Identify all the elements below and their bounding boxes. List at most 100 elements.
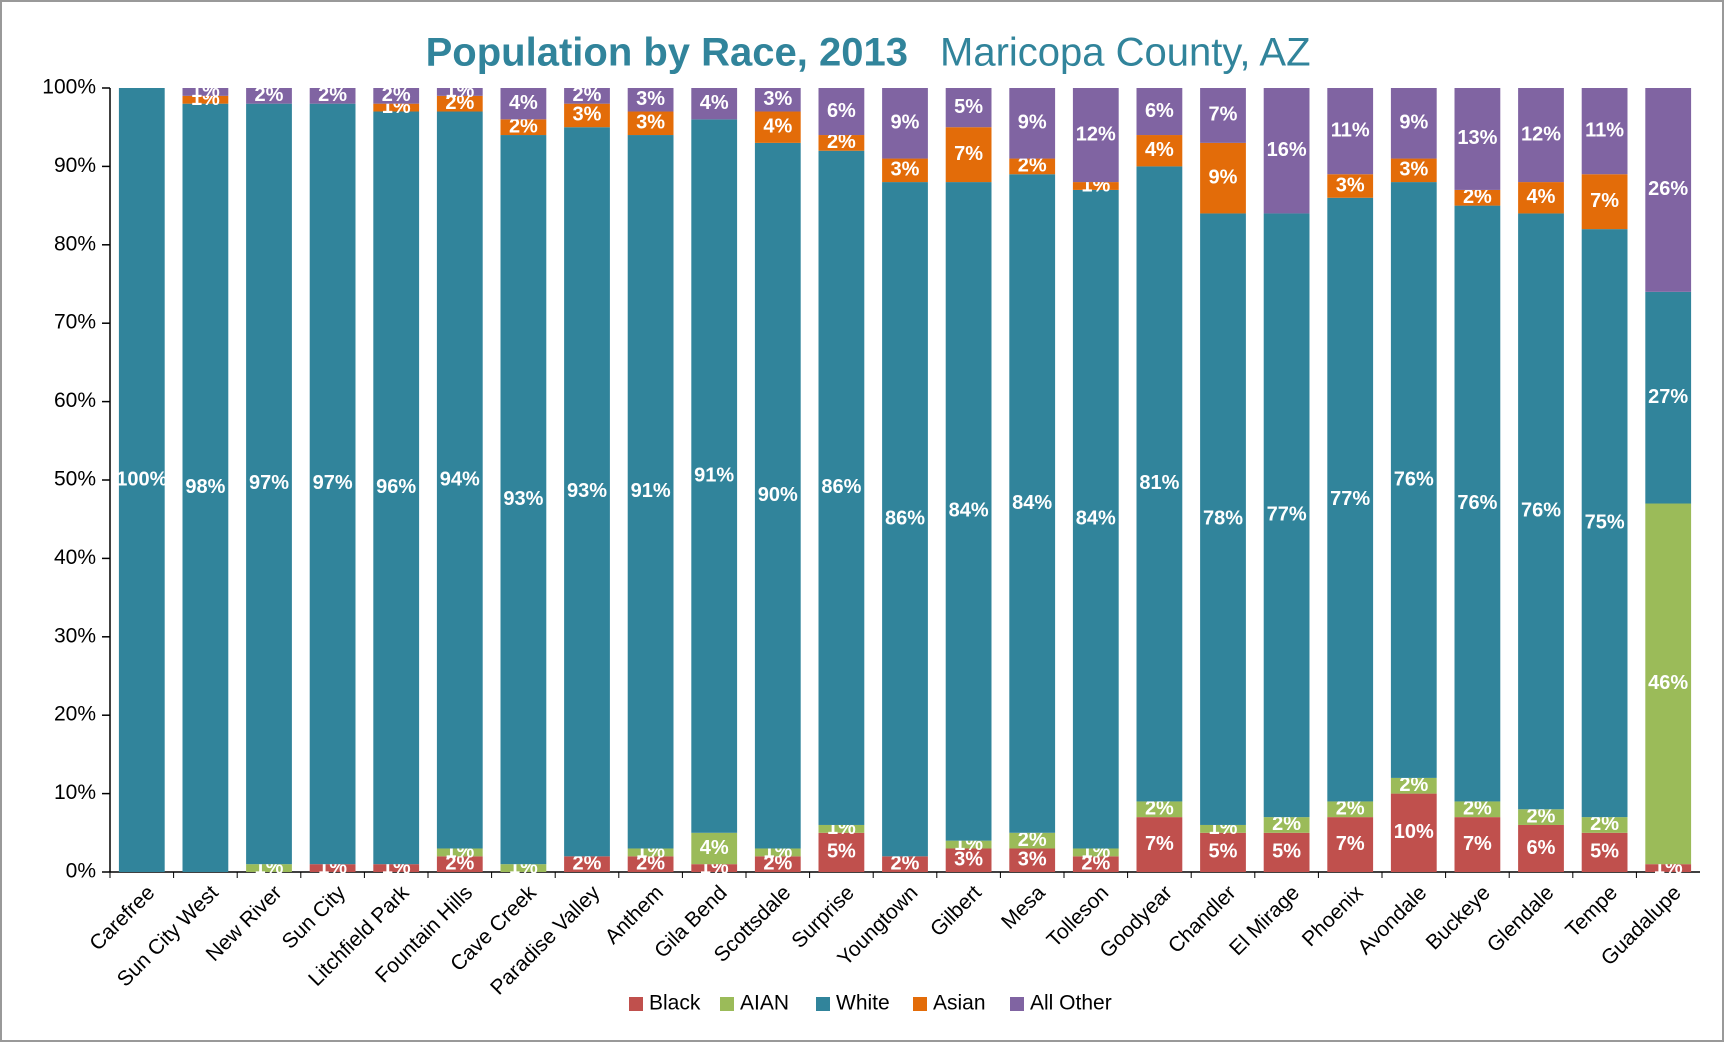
bar-segment xyxy=(754,142,801,849)
bar-segment xyxy=(1327,174,1374,198)
bar-segment xyxy=(754,88,801,112)
bar-segment xyxy=(627,88,674,112)
data-label: 76% xyxy=(1457,492,1497,514)
y-tick-label: 10% xyxy=(54,781,96,804)
bar-segment xyxy=(373,88,420,104)
data-label: 6% xyxy=(827,100,856,122)
data-label: 100% xyxy=(116,468,167,490)
data-label: 91% xyxy=(631,480,671,502)
data-label: 98% xyxy=(185,476,225,498)
data-label: 97% xyxy=(313,472,353,494)
data-label: 4% xyxy=(763,115,792,137)
bar-segment xyxy=(309,103,356,865)
bar-segment xyxy=(1200,213,1246,825)
data-label: 9% xyxy=(1209,166,1238,188)
bar-segment xyxy=(1454,801,1501,818)
y-tick-label: 70% xyxy=(54,311,96,334)
chart-title: Population by Race, 2013 xyxy=(426,31,908,75)
bar-segment xyxy=(1581,832,1628,872)
data-label: 81% xyxy=(1139,472,1179,494)
data-label: 5% xyxy=(827,841,856,863)
bar-segment xyxy=(1454,189,1501,206)
bar-segment xyxy=(1518,824,1564,872)
bar-segment xyxy=(182,88,229,96)
bar-segment xyxy=(627,856,674,872)
y-tick-label: 0% xyxy=(66,860,96,883)
data-label: 13% xyxy=(1457,127,1497,149)
legend-swatch xyxy=(913,997,927,1011)
data-label: 77% xyxy=(1330,488,1370,510)
bar-segment xyxy=(1136,88,1183,136)
data-label: 5% xyxy=(1590,841,1619,863)
bar-segment xyxy=(691,88,738,120)
bar-segment xyxy=(1581,88,1628,175)
bar-segment xyxy=(945,182,992,841)
legend-swatch xyxy=(1010,997,1024,1011)
bar-segment xyxy=(818,135,865,151)
data-label: 3% xyxy=(1399,159,1428,181)
y-tick-label: 60% xyxy=(54,389,96,412)
data-label: 90% xyxy=(758,484,798,506)
bar-segment xyxy=(436,88,483,96)
data-label: 77% xyxy=(1267,504,1307,526)
bar-segment xyxy=(1200,142,1246,214)
data-label: 4% xyxy=(700,92,729,114)
bar-segment xyxy=(1327,817,1374,872)
bar-segment xyxy=(627,135,674,849)
data-label: 76% xyxy=(1521,500,1561,522)
data-label: 7% xyxy=(1463,833,1492,855)
bar-segment xyxy=(500,88,547,120)
data-label: 1% xyxy=(191,80,220,102)
bar-segment xyxy=(882,158,928,183)
bar-segment xyxy=(1072,88,1119,183)
bar-segment xyxy=(1263,88,1310,214)
data-label: 2% xyxy=(1463,798,1492,820)
bar-segment xyxy=(373,111,420,865)
bar-segment xyxy=(691,119,738,833)
bar-segment xyxy=(1518,213,1564,810)
data-label: 2% xyxy=(318,84,347,106)
bar-segment xyxy=(1009,832,1056,849)
bar-segment xyxy=(1200,88,1246,143)
data-label: 97% xyxy=(249,472,289,494)
data-label: 7% xyxy=(1145,833,1174,855)
bar-segment xyxy=(564,103,610,128)
bar-segment xyxy=(500,135,547,865)
bar-segment xyxy=(1009,88,1056,159)
bar-segment xyxy=(1136,135,1183,167)
data-label: 10% xyxy=(1394,821,1434,843)
legend-label: White xyxy=(836,992,890,1015)
bar-segment xyxy=(246,88,292,104)
data-label: 2% xyxy=(509,115,538,137)
bar-segment xyxy=(1009,158,1056,175)
bar-segment xyxy=(754,848,801,857)
y-tick-label: 30% xyxy=(54,624,96,647)
data-label: 16% xyxy=(1267,139,1307,161)
y-tick-label: 50% xyxy=(54,468,96,491)
y-tick-label: 40% xyxy=(54,546,96,569)
legend-swatch xyxy=(720,997,734,1011)
data-label: 84% xyxy=(949,500,989,522)
bar-segment xyxy=(1072,856,1119,872)
data-label: 3% xyxy=(763,88,792,110)
bar-segment xyxy=(1390,158,1437,183)
bar-segment xyxy=(1581,174,1628,230)
data-label: 2% xyxy=(1590,813,1619,835)
data-label: 1% xyxy=(445,80,474,102)
bar-segment xyxy=(1645,291,1692,504)
data-label: 91% xyxy=(694,464,734,486)
data-label: 2% xyxy=(1336,798,1365,820)
bar-segment xyxy=(1581,817,1628,833)
bar-segment xyxy=(818,832,865,872)
bar-segment xyxy=(1645,88,1692,292)
bar-segment xyxy=(309,864,356,872)
data-label: 3% xyxy=(891,159,920,181)
legend-label: Black xyxy=(649,992,701,1015)
data-label: 3% xyxy=(1018,849,1047,871)
bar-segment xyxy=(1518,809,1564,825)
bar-segment xyxy=(1072,848,1119,857)
data-label: 76% xyxy=(1394,468,1434,490)
data-label: 9% xyxy=(1399,112,1428,134)
data-label: 7% xyxy=(1590,190,1619,212)
data-label: 6% xyxy=(1527,837,1556,859)
